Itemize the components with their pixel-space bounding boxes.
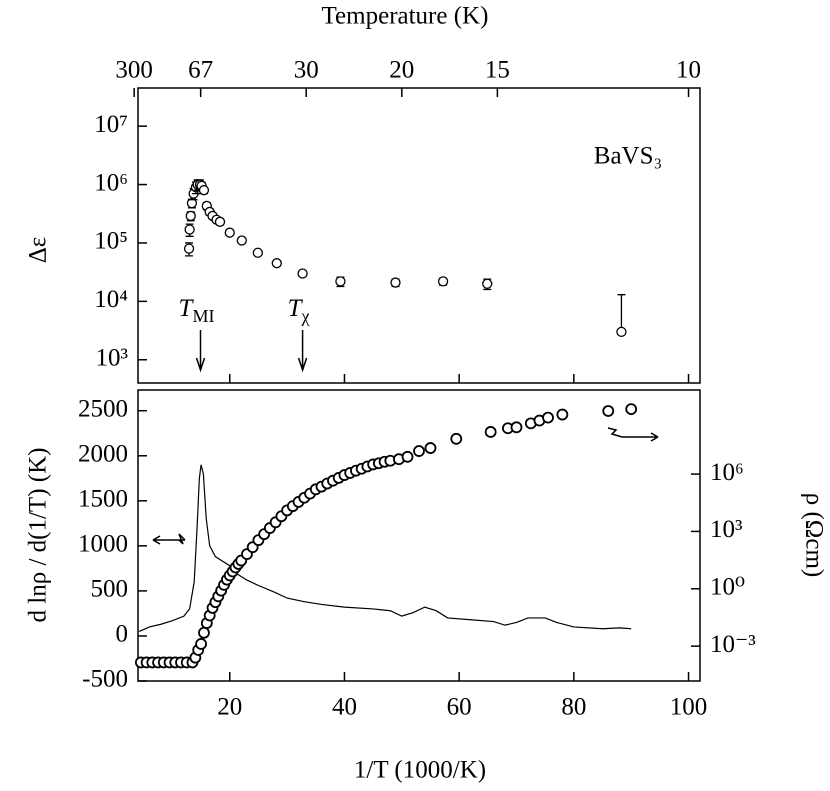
resistivity-point (424, 442, 437, 454)
derivative-line (138, 464, 632, 632)
marker-sub: χ (301, 306, 310, 326)
data-point (482, 278, 493, 289)
data-point (184, 224, 195, 235)
marker-sub: MI (192, 306, 214, 326)
plot-frame (137, 389, 701, 682)
y2-tick-label: 10³ (710, 516, 743, 543)
left-axis-pointer (152, 533, 186, 545)
y2-tick-label: 10⁻³ (710, 631, 756, 658)
marker-arrow (195, 330, 206, 373)
y-tick-label: 1500 (78, 486, 128, 513)
top-tick-label: 30 (294, 57, 319, 84)
y-tick-label: 10⁶ (94, 169, 128, 196)
x-tick-label: 100 (670, 694, 708, 721)
annotation: BaVS₃ (594, 143, 662, 170)
y-tick-label: 10⁵ (94, 228, 128, 255)
data-point (186, 198, 198, 209)
resistivity-point (198, 626, 210, 639)
y2-tick-label: 10⁰ (710, 574, 745, 601)
marker-arrow (297, 330, 308, 373)
y-tick-label: 1000 (78, 531, 128, 558)
data-point (214, 216, 226, 227)
resistivity-point (556, 408, 569, 421)
marker-text: T (288, 295, 304, 322)
resistivity-point (602, 405, 615, 417)
plot-frame (137, 87, 701, 384)
x-tick-label: 20 (217, 694, 242, 721)
data-point (616, 326, 627, 338)
top-tick-label: 20 (389, 57, 414, 84)
data-point (185, 210, 196, 222)
y-tick-label: 10³ (96, 344, 129, 371)
data-point (183, 243, 195, 254)
marker-label: TMI (179, 295, 215, 326)
top-tick-label: 10 (676, 57, 701, 84)
data-point (198, 185, 210, 196)
right-axis-pointer (607, 427, 659, 442)
y-tick-label: 2500 (78, 395, 128, 422)
y-tick-label: 10⁷ (94, 111, 128, 138)
top-tick-label: 15 (485, 57, 510, 84)
resistivity-point (484, 426, 497, 438)
data-point (335, 276, 346, 287)
resistivity-point (195, 638, 207, 650)
data-point (390, 277, 401, 288)
y2-tick-label: 10⁶ (710, 459, 744, 486)
y-tick-label: -500 (82, 666, 128, 693)
y-axis-title: d lnρ / d(1/T) (K) (25, 448, 52, 623)
resistivity-point (450, 432, 463, 445)
y-tick-label: 500 (91, 576, 129, 603)
data-point (236, 235, 247, 246)
resistivity-point (542, 411, 554, 424)
top-tick-label: 67 (188, 57, 213, 84)
resistivity-point (510, 421, 523, 434)
top-axis-title: Temperature (K) (322, 3, 489, 30)
resistivity-point (413, 445, 425, 457)
marker-label: Tχ (288, 295, 310, 326)
y2-axis-title: ρ (Ωcm) (800, 493, 827, 578)
data-point (224, 227, 235, 238)
top-tick-label: 300 (115, 57, 153, 84)
data-point (252, 247, 264, 258)
x-axis-title: 1/T (1000/K) (354, 757, 486, 784)
y-tick-label: 10⁴ (94, 286, 128, 313)
x-tick-label: 80 (561, 694, 586, 721)
data-point (271, 258, 282, 269)
x-tick-label: 40 (332, 694, 357, 721)
data-point (437, 276, 449, 287)
y-tick-label: 0 (116, 621, 129, 648)
y-axis-title: Δε (25, 237, 52, 264)
resistivity-point (625, 403, 638, 416)
resistivity-point (401, 450, 414, 463)
x-tick-label: 60 (447, 694, 472, 721)
marker-text: T (179, 295, 195, 322)
error-bar (617, 294, 626, 332)
y-tick-label: 2000 (78, 441, 128, 468)
data-point (297, 268, 308, 279)
